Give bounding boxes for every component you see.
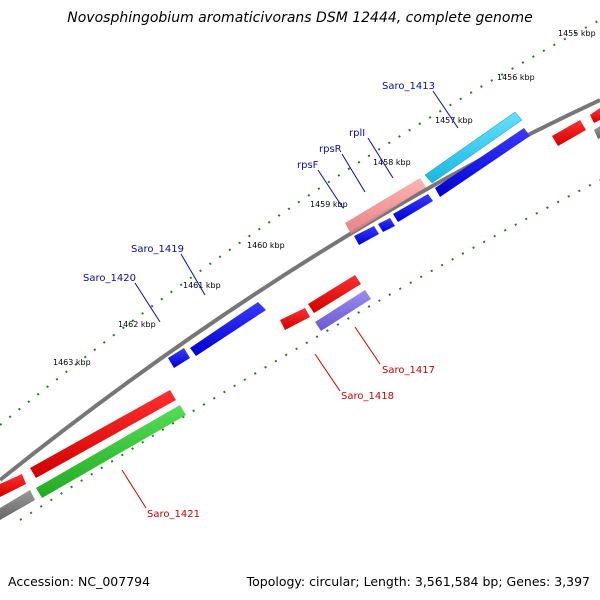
inner-tick-track [19,179,600,521]
outer-tick-track [0,19,600,426]
tick-label: 1456 kbp [497,73,535,82]
gene-label-saro-1413: Saro_1413 [382,81,435,92]
gene-blue-upper[interactable] [435,128,530,197]
gene-red-topright[interactable] [552,120,586,146]
gene-saro-1419[interactable] [190,302,266,356]
gene-saro-1417[interactable] [315,290,371,331]
accession-label: Accession: NC_007794 [8,574,151,589]
gene-rpli[interactable] [393,194,433,222]
gene-label-rpli: rplI [349,128,365,139]
tick-label: 1461 kbp [183,281,221,290]
map-title: Novosphingobium aromaticivorans DSM 1244… [67,10,533,26]
gene-rpsr[interactable] [378,218,395,232]
gene-label-saro-1420: Saro_1420 [83,273,136,284]
gene-gray-edge-right[interactable] [594,126,600,139]
tick-label: 1463 kbp [53,358,91,367]
gene-rpsf[interactable] [354,226,379,245]
gene-red-1417-pair[interactable] [308,275,361,313]
kbp-labels: 1455 kbp 1456 kbp 1457 kbp 1458 kbp 1459… [53,29,596,367]
forward-strand-genes [168,108,600,368]
gene-saro-1421[interactable] [36,405,186,498]
gene-label-rpsr: rpsR [319,144,342,155]
tick-label: 1457 kbp [435,116,473,125]
gene-saro-1418[interactable] [280,308,310,330]
leader-lines [121,90,459,509]
tick-label: 1455 kbp [558,29,596,38]
gene-gray-edge-left[interactable] [0,490,35,520]
gene-label-saro-1418: Saro_1418 [341,391,394,402]
gene-labels: Saro_1413 rplI rpsR rpsF Saro_1419 Saro_… [83,81,435,520]
reverse-strand-genes [0,126,600,520]
gene-red-edge[interactable] [590,108,600,123]
tick-label: 1459 kbp [310,200,348,209]
gene-saro-1420[interactable] [168,348,190,368]
gene-saro-1413[interactable] [424,111,523,184]
tick-label: 1462 kbp [118,320,156,329]
gene-label-saro-1421: Saro_1421 [147,509,200,520]
genome-backbone [0,98,600,482]
gene-label-saro-1419: Saro_1419 [131,244,184,255]
tick-label: 1458 kbp [373,158,411,167]
gene-pink-region[interactable] [345,178,426,234]
genome-summary: Topology: circular; Length: 3,561,584 bp… [246,574,590,589]
gene-red-long[interactable] [30,390,176,478]
tick-label: 1460 kbp [247,241,285,250]
gene-label-rpsf: rpsF [297,160,319,171]
gene-red-edge-left[interactable] [0,474,26,497]
gene-label-saro-1417: Saro_1417 [382,365,435,376]
